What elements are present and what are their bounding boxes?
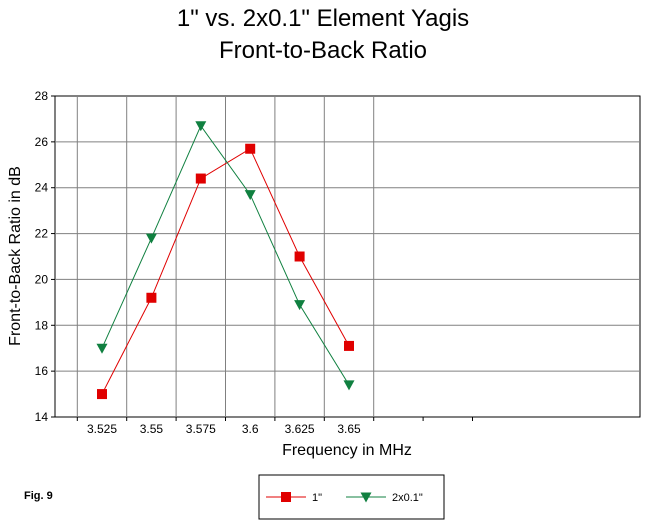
data-point (96, 343, 108, 354)
data-point (294, 300, 306, 311)
legend-items: 1" 2x0.1" (266, 492, 423, 504)
y-tick-label: 22 (35, 227, 49, 241)
legend-item: 2x0.1" (346, 492, 423, 504)
data-point (145, 233, 157, 244)
data-point (97, 389, 107, 400)
legend-item: 1" (266, 492, 322, 504)
x-tick-label: 3.575 (186, 422, 216, 436)
y-tick-label: 26 (35, 135, 49, 149)
y-axis-ticks: 14 16 18 20 22 24 26 28 (35, 89, 55, 424)
plot-area (54, 95, 641, 418)
series-1 (96, 121, 355, 391)
series-line (101, 124, 350, 386)
x-tick-label: 3.625 (285, 422, 315, 436)
x-axis-ticks: 3.525 3.55 3.575 3.6 3.625 3.65 (76, 417, 473, 436)
x-tick-label: 3.65 (337, 422, 361, 436)
x-tick-label: 3.525 (87, 422, 117, 436)
y-tick-label: 20 (35, 272, 49, 286)
grid (55, 96, 640, 417)
data-point (343, 380, 355, 391)
y-tick-label: 18 (35, 318, 49, 332)
y-tick-label: 24 (35, 181, 49, 195)
data-point (195, 173, 206, 184)
figure-label: Fig. 9 (24, 490, 53, 502)
legend: 1" 2x0.1" (258, 474, 445, 520)
data-point (294, 251, 305, 262)
legend-marker (360, 492, 372, 503)
data-point (195, 121, 207, 132)
data-point (244, 190, 256, 201)
y-axis-label: Front-to-Back Ratio in dB (7, 166, 24, 346)
legend-label: 2x0.1" (392, 492, 423, 504)
series-line (101, 148, 350, 395)
chart-title: 1" vs. 2x0.1" Element Yagis Front-to-Bac… (177, 5, 469, 64)
y-tick-label: 16 (35, 364, 49, 378)
series-0 (97, 143, 354, 400)
chart-title-line-2: Front-to-Back Ratio (219, 37, 427, 64)
legend-marker (281, 492, 291, 502)
x-tick-label: 3.55 (140, 422, 164, 436)
y-tick-label: 28 (35, 89, 49, 103)
legend-label: 1" (312, 492, 322, 504)
data-point (245, 143, 256, 154)
x-axis-label: Frequency in MHz (282, 442, 412, 459)
x-tick-label: 3.6 (242, 422, 259, 436)
y-tick-label: 14 (35, 410, 49, 424)
data-point (344, 340, 354, 351)
chart-title-line-1: 1" vs. 2x0.1" Element Yagis (177, 5, 469, 32)
series (96, 121, 355, 400)
data-point (146, 292, 157, 303)
